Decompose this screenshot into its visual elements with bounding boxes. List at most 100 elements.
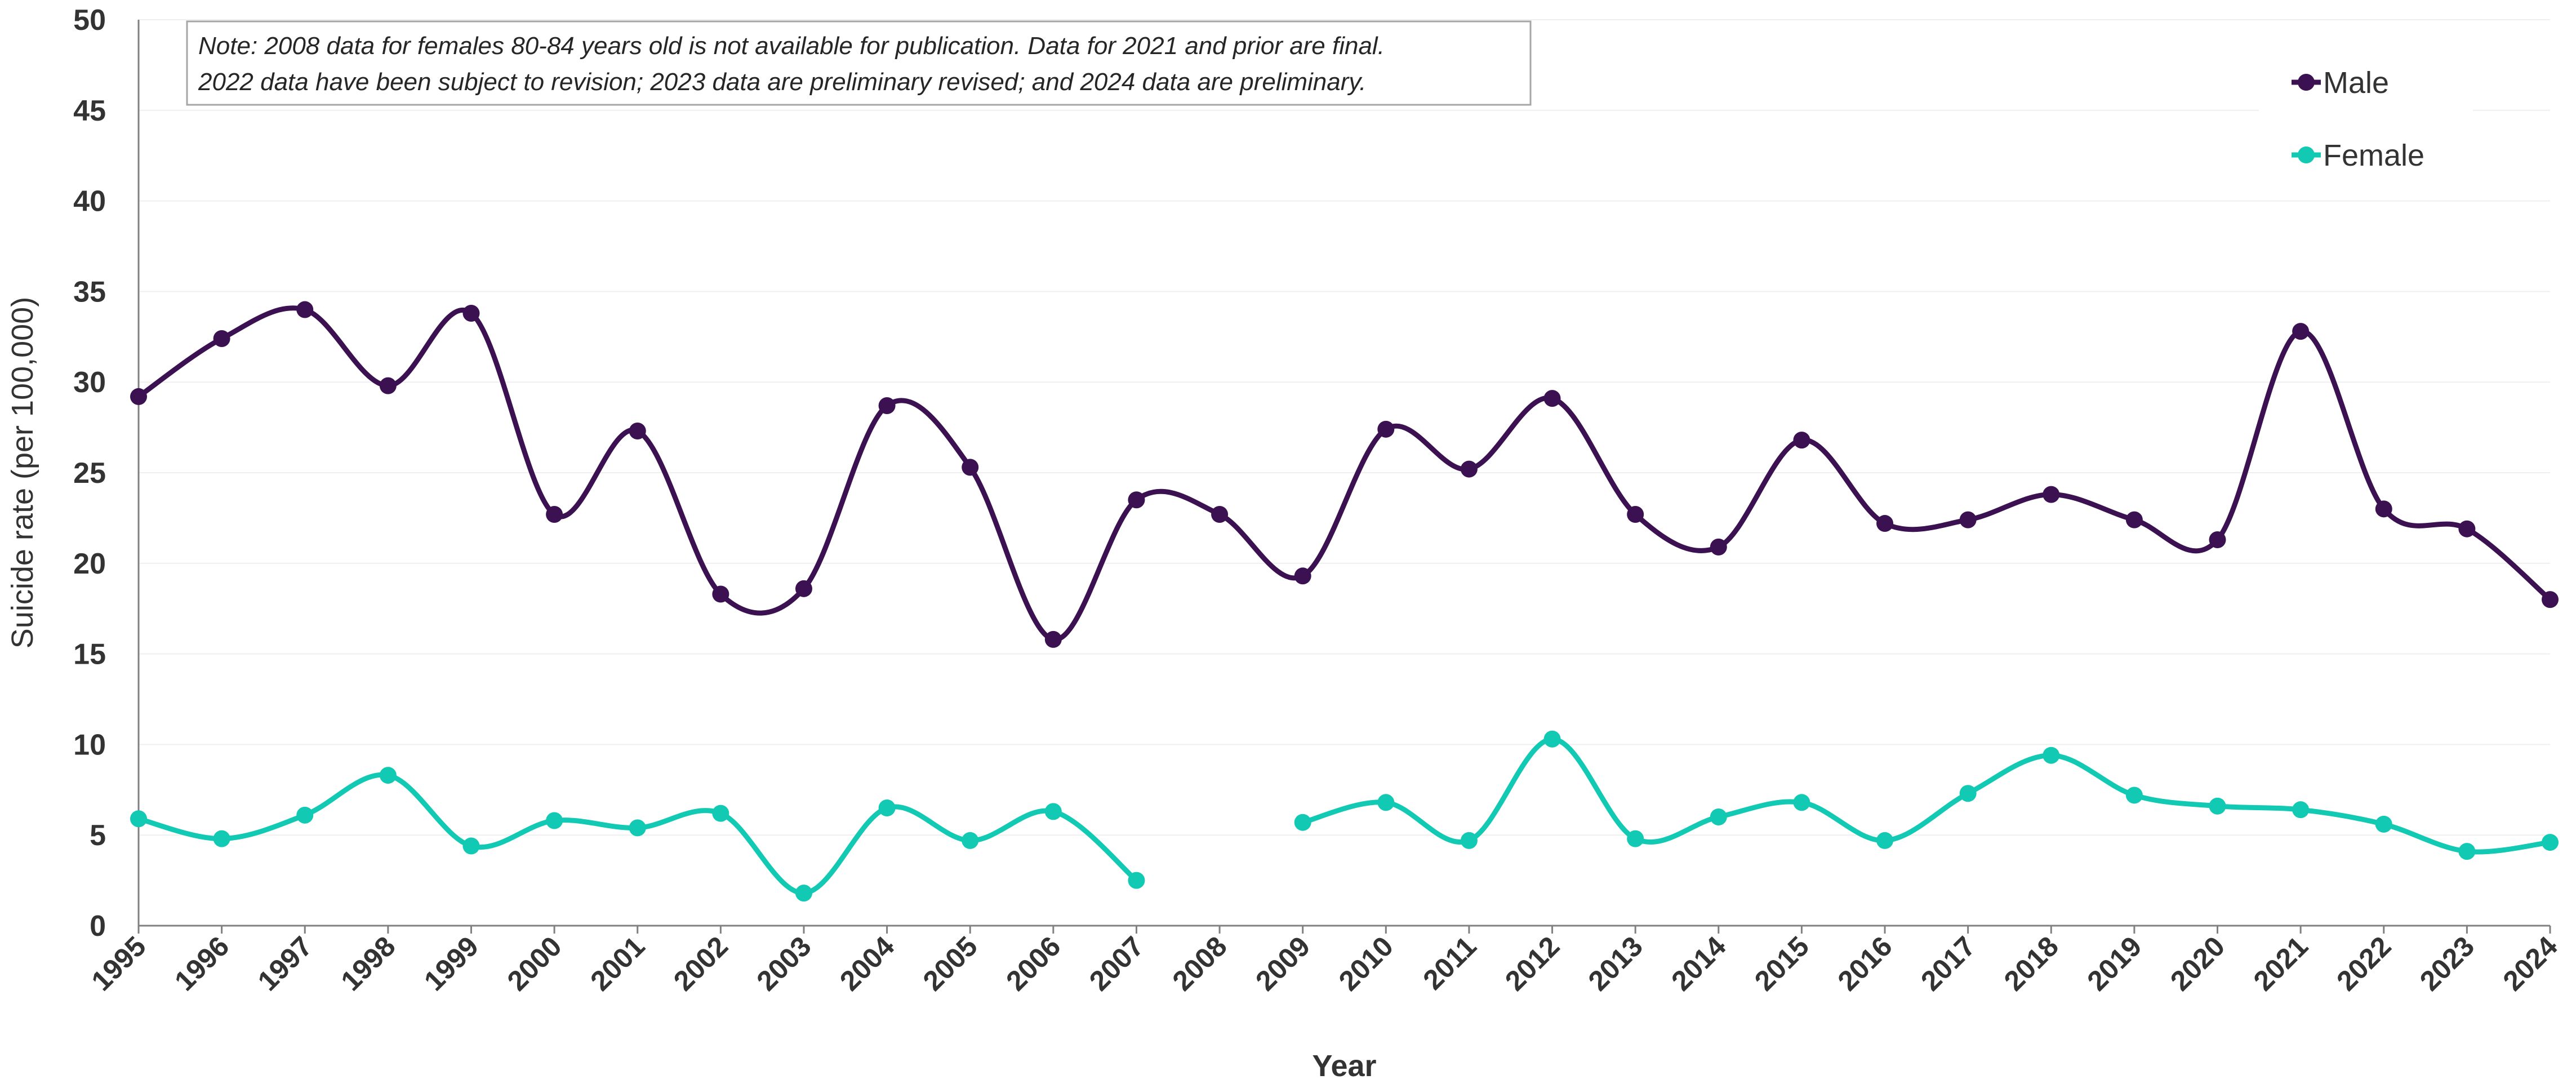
series-male xyxy=(130,301,2559,648)
data-point-male xyxy=(130,388,147,405)
data-point-male xyxy=(2458,520,2476,537)
data-point-male xyxy=(878,397,896,415)
series-line-male xyxy=(136,305,2553,642)
x-tick-label: 2006 xyxy=(1000,930,1066,997)
y-tick-label: 10 xyxy=(73,728,106,761)
note-line-2: 2022 data have been subject to revision;… xyxy=(198,68,1366,96)
legend-marker-male xyxy=(2298,74,2315,91)
gridlines xyxy=(139,19,2550,836)
legend-label-female: Female xyxy=(2323,139,2424,172)
data-point-female xyxy=(2209,797,2226,815)
data-point-female xyxy=(1044,803,1062,820)
x-tick-label: 2015 xyxy=(1749,930,1815,997)
x-tick-label: 2003 xyxy=(750,930,817,997)
data-point-female xyxy=(462,837,480,855)
data-point-male xyxy=(296,301,314,318)
series-female xyxy=(130,730,2559,902)
data-point-male xyxy=(712,585,729,603)
legend-item-male: Male xyxy=(2292,66,2389,100)
y-tick-label: 30 xyxy=(73,366,106,399)
data-point-male xyxy=(1627,505,1644,523)
data-point-female xyxy=(1543,730,1561,748)
data-point-male xyxy=(213,330,230,348)
data-point-female xyxy=(546,812,563,829)
legend: Male Female xyxy=(2259,54,2473,177)
series-line-female xyxy=(1300,736,2553,855)
data-point-male xyxy=(1044,630,1062,648)
data-point-male xyxy=(462,304,480,322)
note-box: Note: 2008 data for females 80-84 years … xyxy=(186,20,1532,106)
data-point-female xyxy=(1627,830,1644,847)
x-tick-label: 2012 xyxy=(1499,930,1565,997)
data-point-male xyxy=(629,423,646,440)
data-point-male xyxy=(2542,591,2559,608)
data-point-male xyxy=(1211,505,1229,523)
data-point-male xyxy=(2125,511,2143,528)
x-tick-label: 1997 xyxy=(252,930,318,997)
y-tick-labels: 0 5 10 15 20 25 30 35 40 45 50 xyxy=(73,4,106,943)
x-tick-label: 2022 xyxy=(2330,930,2397,997)
y-tick-label: 50 xyxy=(73,4,106,37)
data-point-female xyxy=(629,819,646,837)
data-point-male xyxy=(1710,538,1727,556)
data-point-male xyxy=(1460,460,1478,478)
legend-item-female: Female xyxy=(2292,139,2424,172)
data-point-male xyxy=(1959,511,1977,528)
data-point-female xyxy=(2292,801,2310,819)
data-point-female xyxy=(296,806,314,824)
data-point-male xyxy=(379,377,397,394)
y-tick-label: 25 xyxy=(73,457,106,490)
x-tick-label: 2021 xyxy=(2248,930,2314,997)
x-tick-label: 2007 xyxy=(1083,930,1150,997)
x-tick-label: 2010 xyxy=(1333,930,1399,997)
data-point-female xyxy=(1876,832,1894,849)
axes xyxy=(137,20,2551,934)
data-point-female xyxy=(213,830,230,847)
x-tick-label: 2008 xyxy=(1167,930,1233,997)
data-point-male xyxy=(2292,323,2310,340)
x-tick-labels: 1995 1996 1997 1998 1999 2000 2001 2002 2003 2004… xyxy=(86,930,2564,997)
data-point-female xyxy=(962,832,979,849)
data-point-male xyxy=(1793,432,1810,449)
data-point-female xyxy=(379,767,397,784)
x-tick-label: 1998 xyxy=(335,930,401,997)
y-tick-label: 40 xyxy=(73,185,106,218)
x-tick-label: 2011 xyxy=(1417,930,1482,996)
y-tick-label: 15 xyxy=(73,638,106,671)
data-point-male xyxy=(2209,531,2226,548)
data-point-male xyxy=(1543,390,1561,407)
data-point-female xyxy=(2043,747,2060,764)
data-point-female xyxy=(2375,815,2392,833)
x-tick-label: 2005 xyxy=(917,930,984,997)
x-tick-label: 1999 xyxy=(418,930,484,997)
x-tick-label: 2000 xyxy=(501,930,568,997)
data-point-male xyxy=(962,459,979,476)
y-tick-label: 35 xyxy=(73,276,106,308)
data-point-female xyxy=(1959,785,1977,802)
x-tick-label: 2024 xyxy=(2497,930,2564,997)
y-tick-label: 0 xyxy=(90,910,106,943)
y-tick-label: 5 xyxy=(90,819,106,852)
data-point-female xyxy=(878,799,896,816)
data-point-male xyxy=(795,580,812,597)
y-tick-label: 20 xyxy=(73,548,106,580)
data-point-male xyxy=(1294,567,1311,585)
data-point-female xyxy=(1294,814,1311,831)
series-group xyxy=(130,301,2559,902)
x-tick-label: 2004 xyxy=(834,930,900,997)
data-point-female xyxy=(2542,834,2559,851)
data-point-male xyxy=(1876,515,1894,532)
data-point-female xyxy=(1460,832,1478,849)
data-point-female xyxy=(2458,843,2476,860)
y-axis-title: Suicide rate (per 100,000) xyxy=(6,297,39,648)
note-line-1: Note: 2008 data for females 80-84 years … xyxy=(198,32,1385,60)
x-tick-label: 2017 xyxy=(1915,930,1981,997)
x-tick-label: 2018 xyxy=(1998,930,2065,997)
data-point-male xyxy=(1128,491,1145,509)
x-tick-label: 2016 xyxy=(1832,930,1898,997)
data-point-female xyxy=(130,810,147,828)
data-point-male xyxy=(2043,486,2060,503)
x-tick-label: 1996 xyxy=(168,930,235,997)
